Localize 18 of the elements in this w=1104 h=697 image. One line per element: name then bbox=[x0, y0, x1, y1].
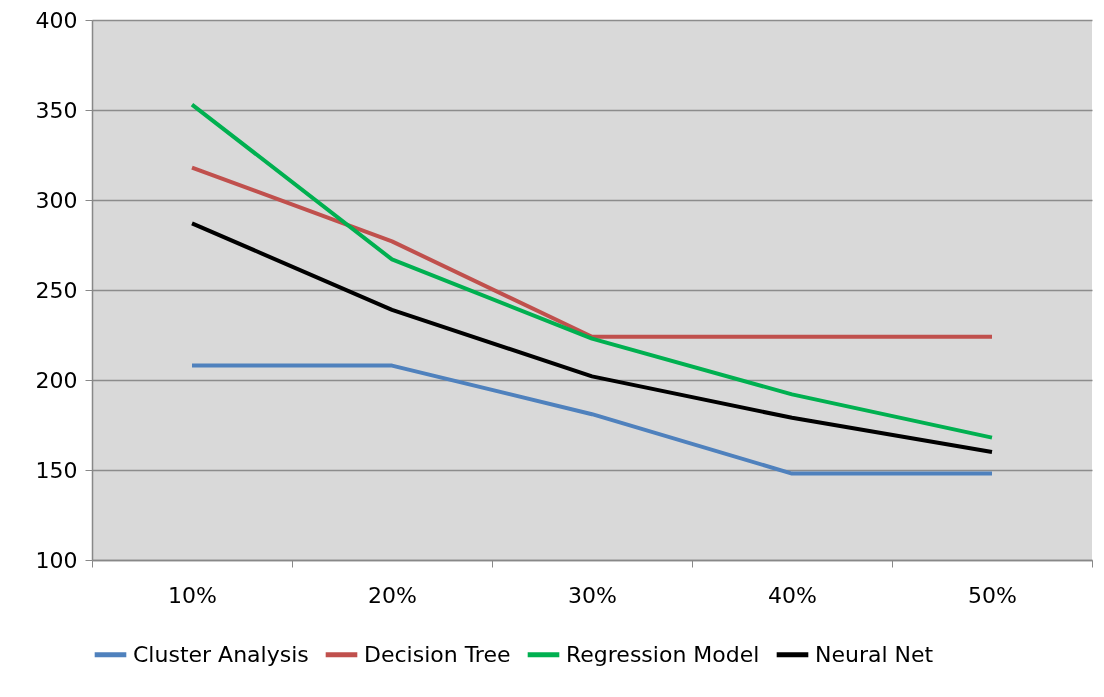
x-tick-label: 10% bbox=[168, 582, 217, 608]
legend-label: Cluster Analysis bbox=[133, 641, 309, 667]
x-tick-label: 20% bbox=[368, 582, 417, 608]
y-tick-label: 300 bbox=[35, 187, 78, 213]
y-tick-label: 100 bbox=[35, 547, 78, 573]
y-tick-label: 400 bbox=[35, 7, 78, 33]
legend-label: Regression Model bbox=[566, 641, 760, 667]
legend-label: Decision Tree bbox=[364, 641, 511, 667]
x-tick-label: 30% bbox=[568, 582, 617, 608]
y-tick-label: 150 bbox=[35, 457, 78, 483]
legend-label: Neural Net bbox=[815, 641, 934, 667]
x-tick-label: 40% bbox=[768, 582, 817, 608]
line-series bbox=[190, 221, 994, 454]
y-tick-label: 200 bbox=[35, 367, 78, 393]
line-series bbox=[190, 102, 994, 440]
x-tick-label: 50% bbox=[968, 582, 1017, 608]
y-tick-label: 350 bbox=[35, 97, 78, 123]
y-tick-label: 250 bbox=[35, 277, 78, 303]
